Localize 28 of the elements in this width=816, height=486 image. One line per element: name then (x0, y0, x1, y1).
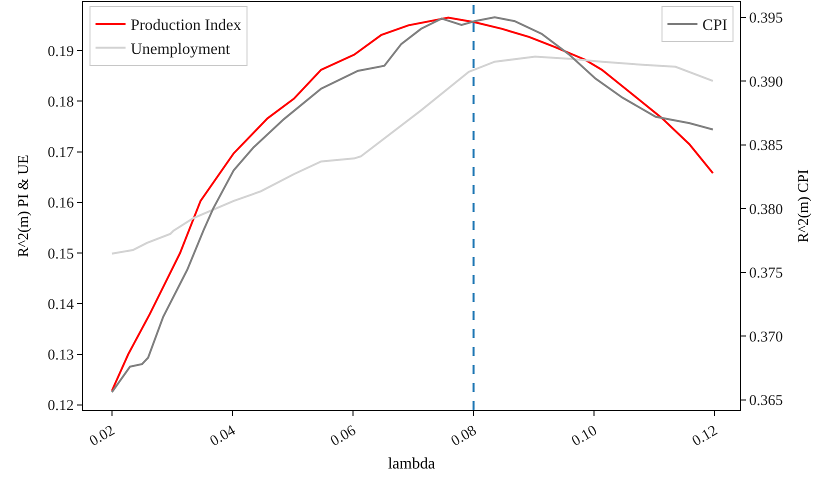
y2-tick-label: 0.365 (749, 393, 783, 410)
y-tick-label: 0.12 (48, 398, 74, 414)
x-tick-label: 0.08 (448, 422, 480, 450)
y2-tick-label: 0.375 (749, 266, 783, 282)
y-tick-label: 0.16 (48, 196, 74, 212)
y2-tick-label: 0.385 (749, 138, 783, 154)
legend-label: Production Index (130, 17, 242, 34)
x-tick-label: 0.10 (569, 422, 600, 450)
x-tick-label: 0.02 (86, 422, 118, 450)
y-tick-label: 0.17 (48, 145, 74, 162)
y-tick-label: 0.14 (48, 296, 74, 313)
legend-label: Unemployment (130, 41, 231, 58)
legend-label: CPI (702, 17, 728, 34)
y-tick-label: 0.15 (48, 246, 74, 262)
x-tick-label: 0.04 (207, 422, 239, 450)
y2-tick-label: 0.370 (749, 329, 783, 346)
line-series (110, 56, 714, 255)
y-tick-label: 0.19 (48, 44, 74, 60)
y2-tick-label: 0.395 (749, 10, 783, 27)
y-tick-label: 0.13 (48, 348, 74, 364)
y2-tick-label: 0.380 (749, 202, 783, 218)
x-tick-label: 0.06 (328, 422, 360, 450)
y2-tick-label: 0.390 (749, 74, 783, 90)
x-axis-title: lambda (388, 455, 436, 472)
x-tick-label: 0.12 (690, 422, 720, 450)
y-axis-title: R^2(m) PI & UE (16, 154, 32, 258)
y2-axis-title: R^2(m) CPI (796, 169, 812, 243)
y-tick-label: 0.18 (48, 94, 74, 110)
